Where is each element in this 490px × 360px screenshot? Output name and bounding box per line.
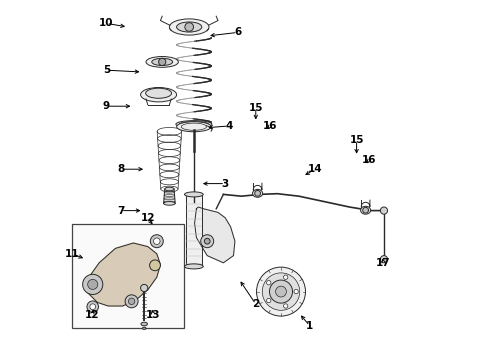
Text: 1: 1 bbox=[306, 321, 314, 331]
Circle shape bbox=[88, 279, 98, 289]
Circle shape bbox=[128, 298, 135, 305]
Circle shape bbox=[267, 280, 271, 285]
Circle shape bbox=[270, 280, 293, 303]
Text: 15: 15 bbox=[349, 135, 364, 145]
Ellipse shape bbox=[176, 121, 212, 128]
Circle shape bbox=[150, 235, 163, 248]
Circle shape bbox=[87, 301, 98, 312]
Circle shape bbox=[284, 275, 288, 279]
Text: 15: 15 bbox=[248, 103, 263, 113]
Text: 12: 12 bbox=[85, 310, 99, 320]
Circle shape bbox=[380, 256, 388, 263]
Text: 13: 13 bbox=[146, 310, 160, 320]
Polygon shape bbox=[164, 189, 175, 203]
Text: 12: 12 bbox=[141, 213, 155, 223]
Polygon shape bbox=[85, 243, 160, 306]
Ellipse shape bbox=[176, 22, 202, 32]
Ellipse shape bbox=[165, 187, 174, 191]
Circle shape bbox=[380, 207, 388, 214]
Text: 9: 9 bbox=[103, 101, 110, 111]
Ellipse shape bbox=[361, 206, 370, 214]
Circle shape bbox=[83, 274, 103, 294]
Text: 4: 4 bbox=[225, 121, 232, 131]
Text: 7: 7 bbox=[117, 206, 124, 216]
Text: 14: 14 bbox=[308, 164, 322, 174]
Ellipse shape bbox=[164, 202, 175, 205]
Text: 5: 5 bbox=[103, 65, 110, 75]
Circle shape bbox=[262, 273, 300, 310]
Circle shape bbox=[284, 304, 288, 308]
Text: 6: 6 bbox=[234, 27, 242, 37]
Text: 17: 17 bbox=[376, 258, 391, 268]
Text: 8: 8 bbox=[117, 164, 124, 174]
Ellipse shape bbox=[146, 88, 172, 98]
Circle shape bbox=[159, 58, 166, 66]
Circle shape bbox=[185, 23, 194, 31]
Bar bbox=[186, 194, 202, 266]
Text: 11: 11 bbox=[65, 249, 79, 259]
Circle shape bbox=[275, 286, 286, 297]
Text: 2: 2 bbox=[252, 299, 259, 309]
Circle shape bbox=[125, 295, 138, 308]
Ellipse shape bbox=[185, 192, 203, 197]
Circle shape bbox=[257, 267, 305, 316]
Text: 16: 16 bbox=[263, 121, 277, 131]
Circle shape bbox=[255, 190, 261, 196]
Circle shape bbox=[90, 304, 96, 310]
Ellipse shape bbox=[141, 87, 176, 102]
Polygon shape bbox=[195, 207, 235, 263]
Ellipse shape bbox=[252, 189, 263, 197]
Ellipse shape bbox=[143, 327, 146, 329]
Circle shape bbox=[201, 235, 214, 248]
Circle shape bbox=[267, 298, 271, 303]
Bar bbox=[72, 224, 184, 328]
Ellipse shape bbox=[170, 19, 209, 35]
Circle shape bbox=[141, 284, 148, 292]
Ellipse shape bbox=[152, 58, 172, 66]
Text: 16: 16 bbox=[362, 155, 376, 165]
Text: 10: 10 bbox=[99, 18, 114, 28]
Circle shape bbox=[294, 289, 298, 294]
Circle shape bbox=[153, 238, 160, 244]
Circle shape bbox=[363, 207, 368, 213]
Circle shape bbox=[204, 238, 210, 244]
Ellipse shape bbox=[141, 322, 147, 326]
Ellipse shape bbox=[185, 264, 203, 269]
Ellipse shape bbox=[146, 57, 178, 67]
Ellipse shape bbox=[176, 122, 211, 132]
Circle shape bbox=[149, 260, 160, 271]
Text: 3: 3 bbox=[221, 179, 229, 189]
